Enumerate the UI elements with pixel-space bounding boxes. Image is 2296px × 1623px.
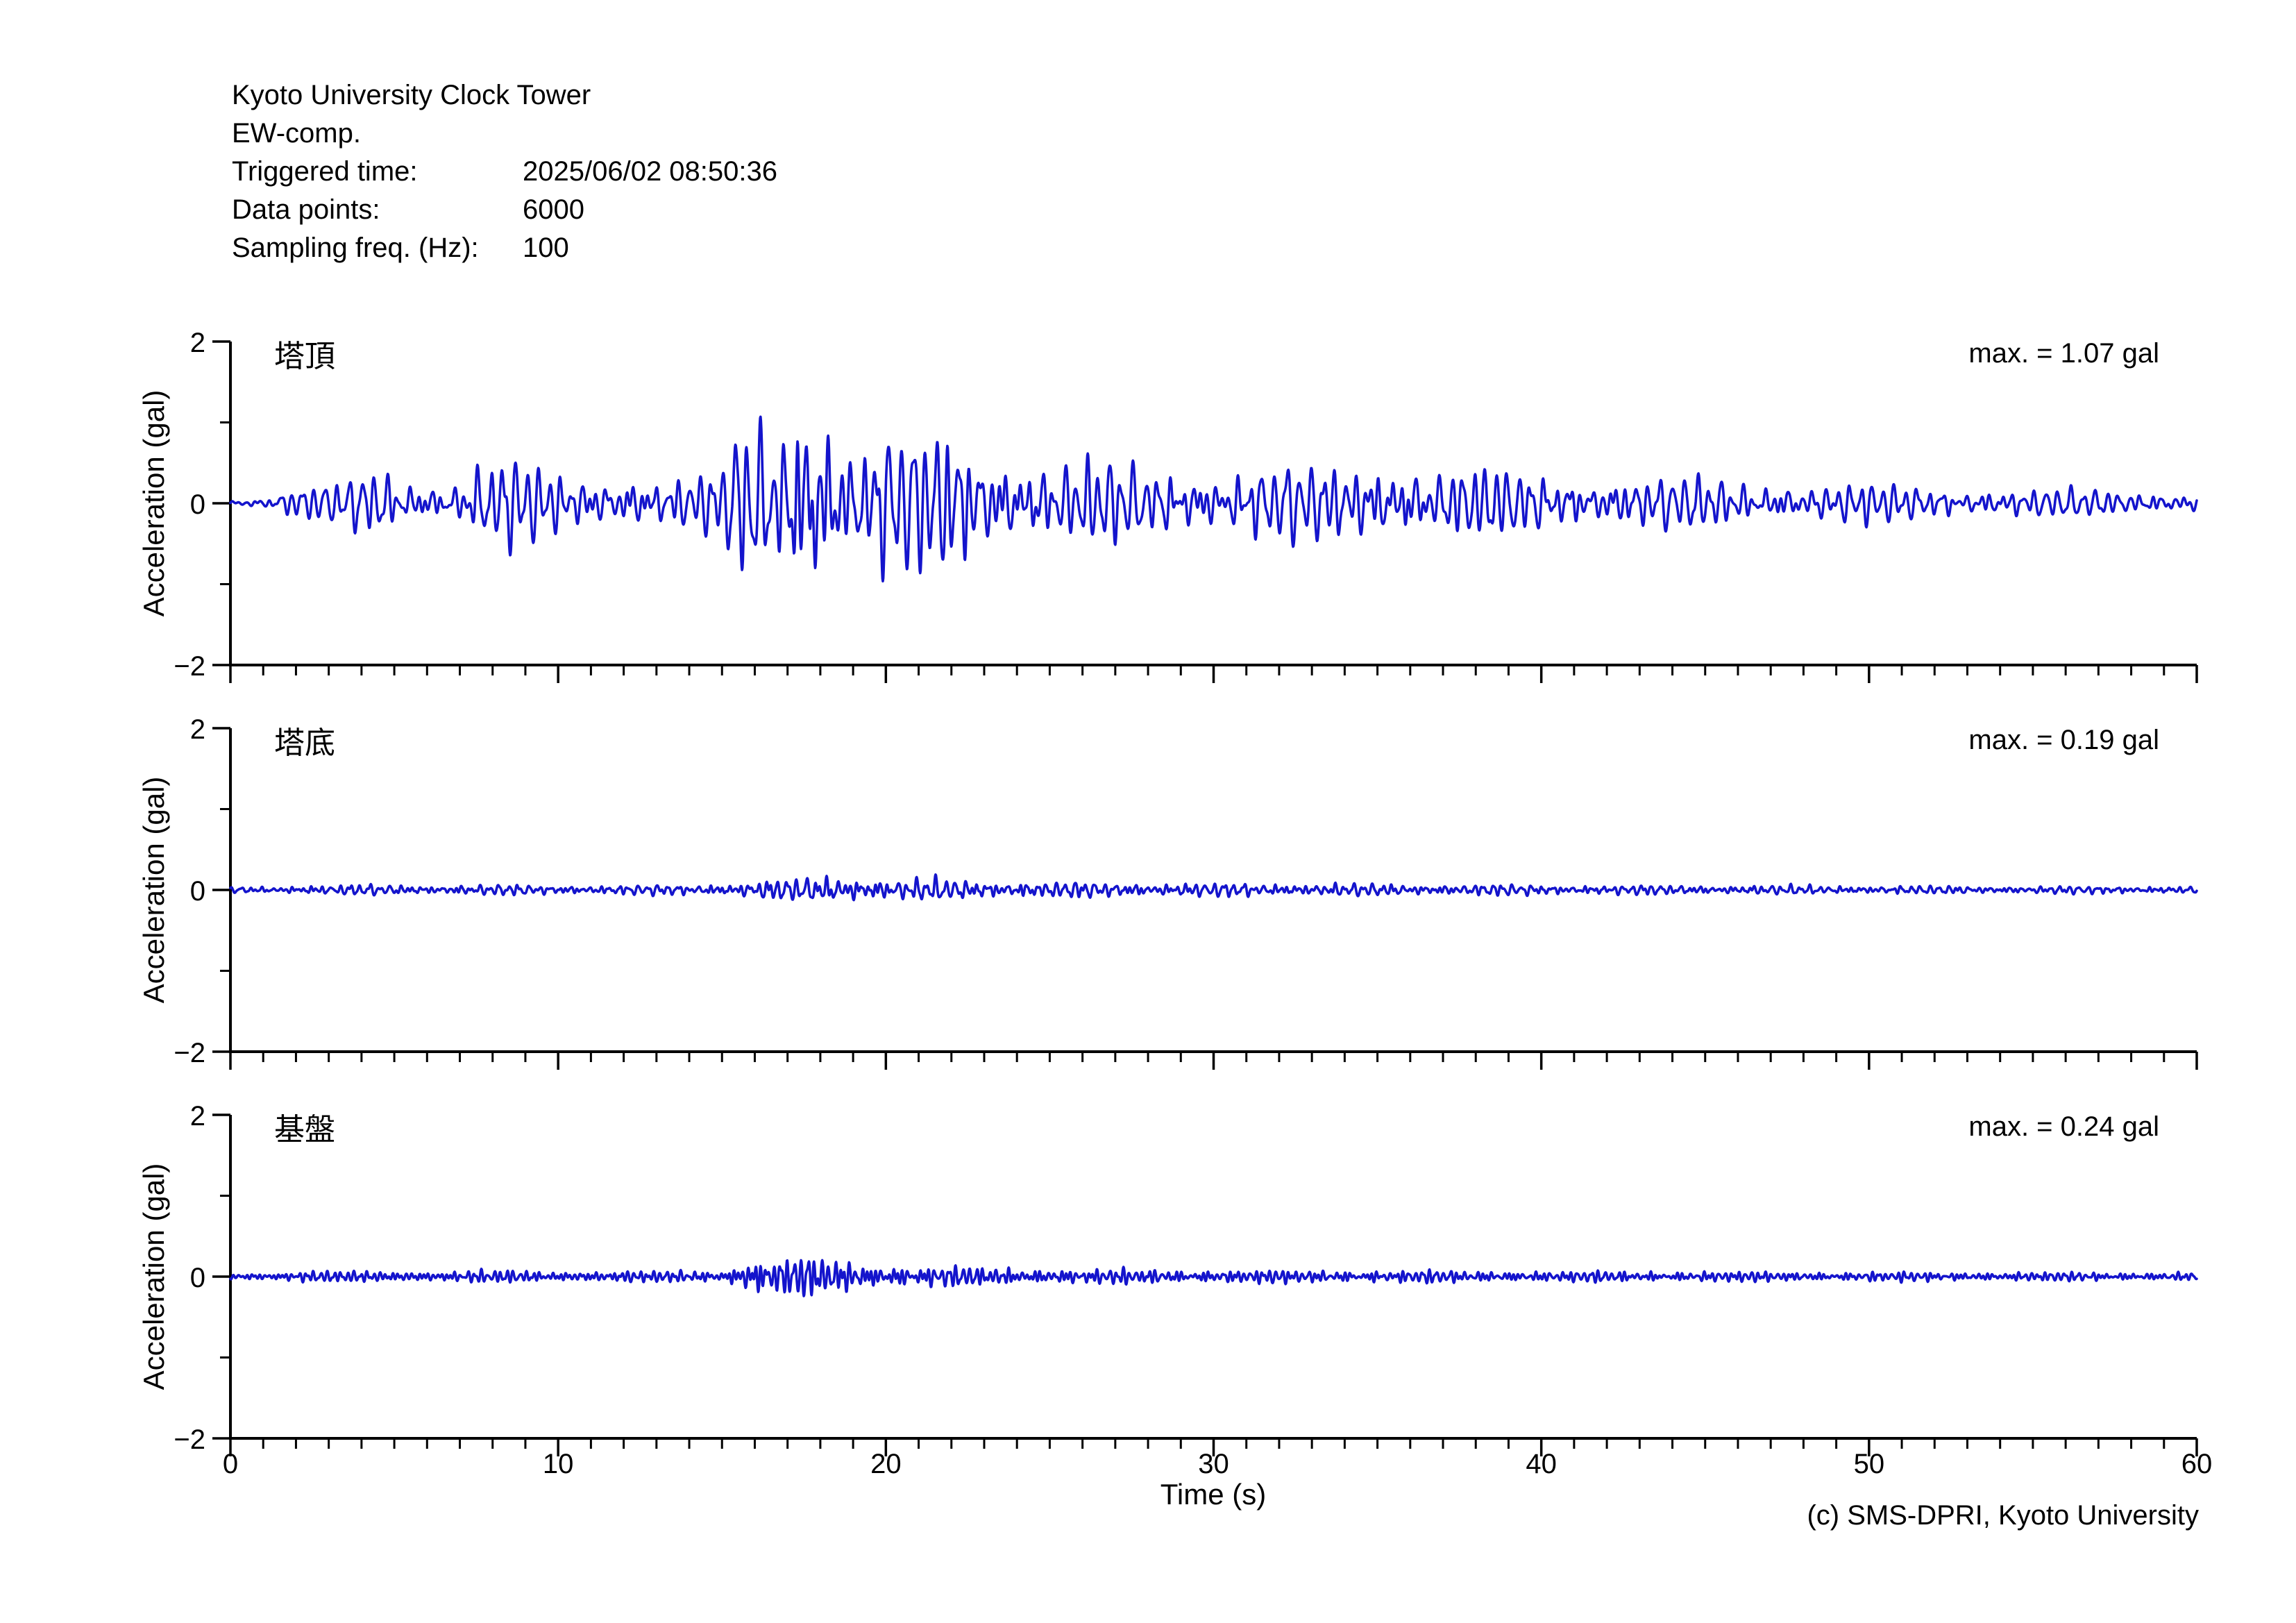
axes: 20−20 10 20 30 40 50 60 <box>174 1101 2212 1479</box>
y-tick-label: 2 <box>190 328 205 358</box>
panel-title: 塔頂 <box>274 339 335 373</box>
sampling-freq-label: Sampling freq. (Hz): <box>232 233 479 263</box>
waveform-tower-base <box>229 873 2198 902</box>
header: Kyoto University Clock Tower EW-comp. Tr… <box>232 80 777 263</box>
y-tick-label: 0 <box>190 489 205 520</box>
panel-tower-base: Acceleration (gal) 塔底 max. = 0.19 gal 2 0… <box>137 714 2198 1070</box>
axes: 2 0 −2 <box>174 328 2198 683</box>
panel-title: 塔底 <box>274 726 335 760</box>
y-tick-label: −2 <box>174 1424 205 1455</box>
y-tick-label: 0 <box>190 1263 205 1293</box>
x-tick-label: 10 <box>543 1449 574 1479</box>
data-points-value: 6000 <box>523 194 584 225</box>
panel-title: 基盤 <box>274 1113 335 1147</box>
max-label: max. = 0.19 gal <box>1968 725 2159 755</box>
panel-tower-top: Acceleration (gal) 塔頂 max. = 1.07 gal 2 0… <box>137 328 2198 683</box>
sampling-freq-value: 100 <box>523 233 569 263</box>
x-tick-label: 60 <box>2181 1449 2213 1479</box>
y-tick-label: −2 <box>174 651 205 682</box>
y-tick-label: −2 <box>174 1038 205 1068</box>
x-tick-label: 40 <box>1526 1449 1557 1479</box>
y-axis-label: Acceleration (gal) <box>137 390 170 617</box>
figure-title: Kyoto University Clock Tower <box>232 80 591 110</box>
y-tick-label: 0 <box>190 876 205 907</box>
panel-bedrock: Acceleration (gal) 基盤 max. = 0.24 gal 20… <box>137 1101 2212 1479</box>
data-points-label: Data points: <box>232 194 380 225</box>
y-tick-label: 2 <box>190 1101 205 1132</box>
x-axis-label: Time (s) <box>1160 1478 1266 1511</box>
waveform-tower-top <box>229 415 2198 583</box>
copyright: (c) SMS-DPRI, Kyoto University <box>1807 1500 2199 1531</box>
y-axis-label: Acceleration (gal) <box>137 777 170 1004</box>
max-label: max. = 0.24 gal <box>1968 1111 2159 1142</box>
triggered-time-value: 2025/06/02 08:50:36 <box>523 156 777 187</box>
component-label: EW-comp. <box>232 118 361 149</box>
x-tick-label: 20 <box>870 1449 902 1479</box>
y-axis-label: Acceleration (gal) <box>137 1163 170 1390</box>
x-tick-label: 0 <box>223 1449 238 1479</box>
x-tick-label: 30 <box>1198 1449 1229 1479</box>
waveform-bedrock <box>229 1259 2198 1297</box>
axes: 2 0 −2 <box>174 714 2198 1070</box>
max-label: max. = 1.07 gal <box>1968 338 2159 369</box>
x-tick-label: 50 <box>1854 1449 1885 1479</box>
y-tick-label: 2 <box>190 714 205 745</box>
triggered-time-label: Triggered time: <box>232 156 418 187</box>
